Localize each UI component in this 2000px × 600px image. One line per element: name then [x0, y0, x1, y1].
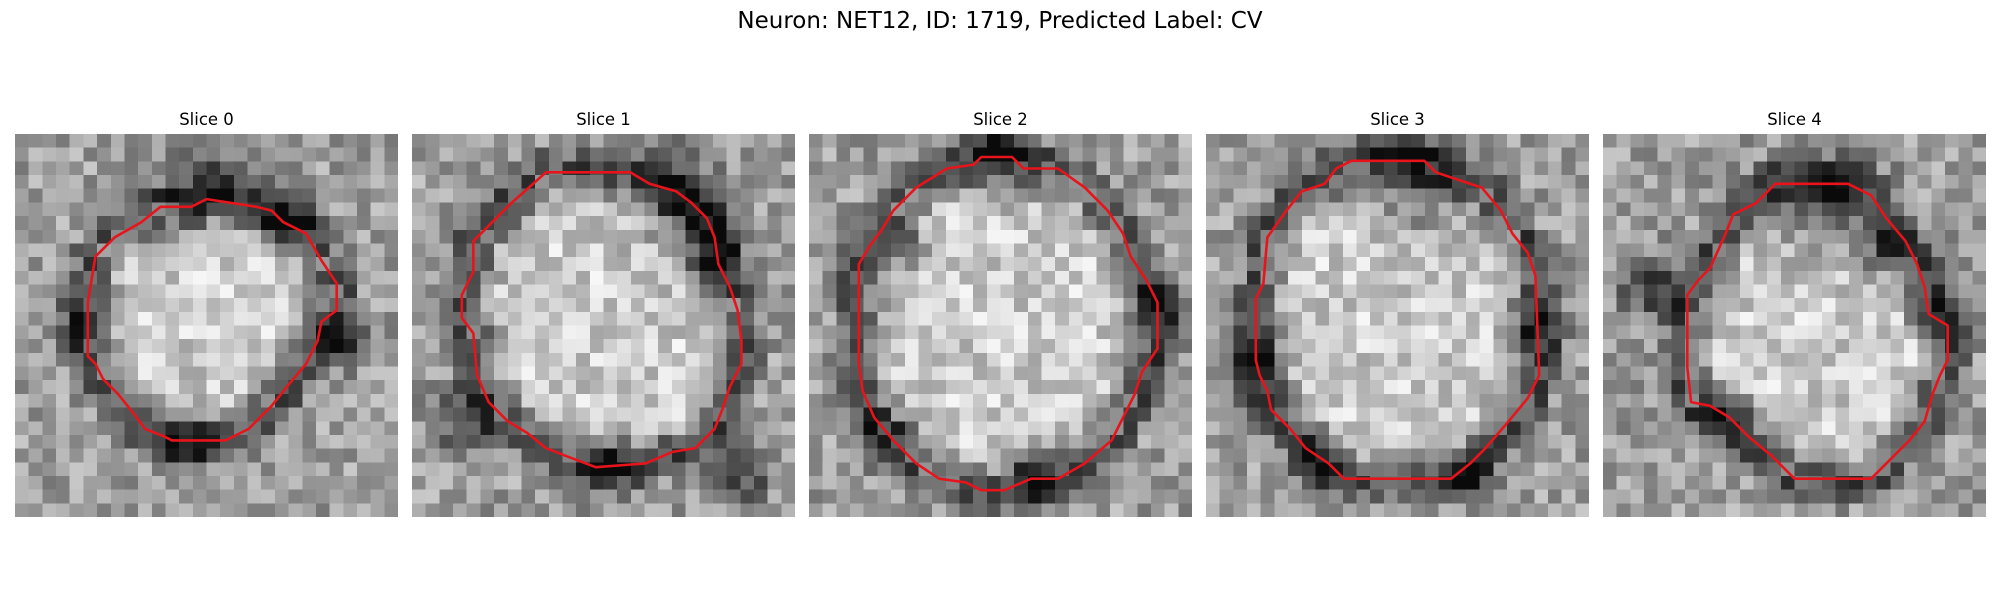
slice-title: Slice 4 — [1767, 110, 1822, 129]
pixel-mosaic — [412, 134, 795, 517]
slice-panel-4: Slice 4 — [1603, 110, 1986, 517]
slice-panel-2: Slice 2 — [809, 110, 1192, 517]
slice-image — [1206, 134, 1589, 517]
neuron-contour — [1686, 182, 1950, 481]
slice-svg — [15, 134, 398, 517]
slice-svg — [412, 134, 795, 517]
slice-image — [1603, 134, 1986, 517]
slice-svg — [809, 134, 1192, 517]
neuron-contour — [1254, 159, 1541, 481]
pixel-mosaic — [1206, 134, 1589, 517]
slice-title: Slice 0 — [179, 110, 234, 129]
neuron-contour — [86, 197, 339, 442]
slice-svg — [1206, 134, 1589, 517]
slice-svg — [1603, 134, 1986, 517]
slice-panel-3: Slice 3 — [1206, 110, 1589, 517]
pixel-mosaic — [809, 134, 1192, 517]
pixel-mosaic — [15, 134, 398, 517]
neuron-contour — [857, 155, 1159, 492]
neuron-contour — [460, 170, 743, 469]
pixel-mosaic — [1603, 134, 1986, 517]
slice-image — [412, 134, 795, 517]
slice-title: Slice 1 — [576, 110, 631, 129]
slice-image — [15, 134, 398, 517]
slice-image — [809, 134, 1192, 517]
figure-title: Neuron: NET12, ID: 1719, Predicted Label… — [737, 8, 1263, 34]
slice-panel-0: Slice 0 — [15, 110, 398, 517]
slice-title: Slice 2 — [973, 110, 1028, 129]
slice-title: Slice 3 — [1370, 110, 1425, 129]
slice-panel-1: Slice 1 — [412, 110, 795, 517]
